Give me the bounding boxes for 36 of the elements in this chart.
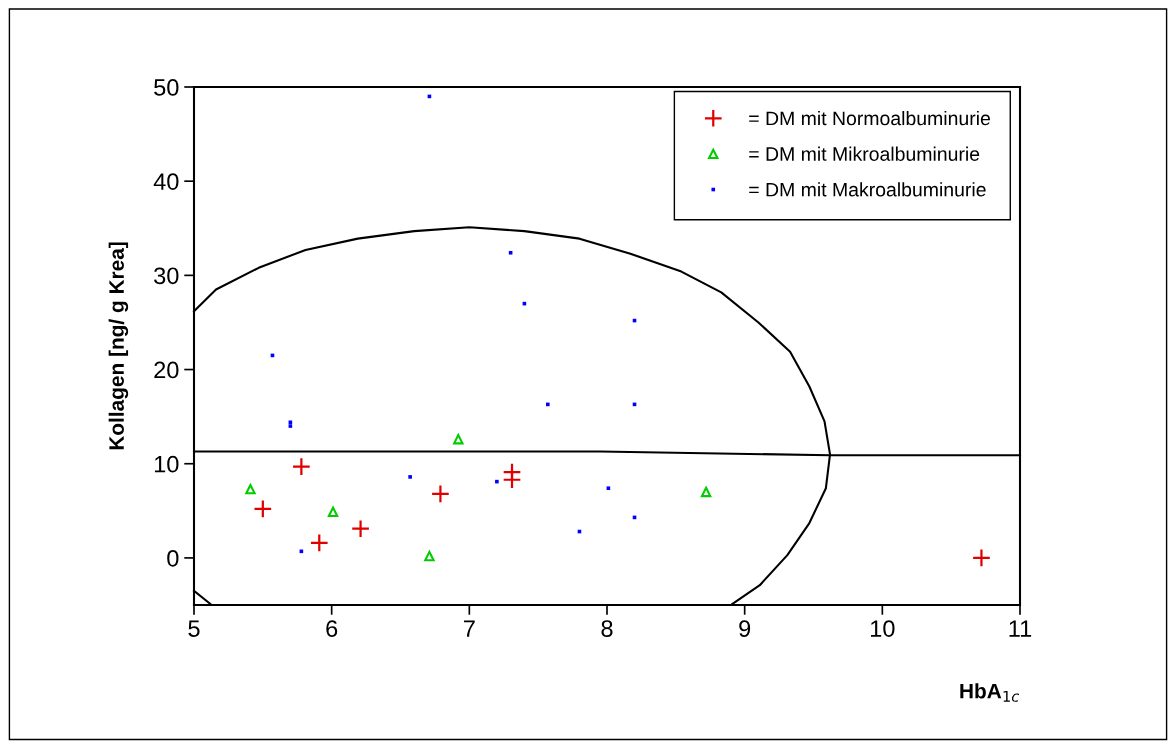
x-axis-title: HbA$_{1c}$ <box>960 683 1020 702</box>
legend-label: = DM mit Normoalbuminurie <box>749 110 990 126</box>
x-tick-label: 5 <box>188 620 200 637</box>
point <box>424 550 435 562</box>
x-tick-label: 6 <box>326 620 338 637</box>
y-tick-label: 10 <box>154 455 179 473</box>
x-tick-label: 10 <box>871 620 895 637</box>
x-tick-label: 8 <box>601 620 613 637</box>
y-tick-label: 50 <box>154 79 179 96</box>
point <box>700 486 712 498</box>
point <box>288 420 293 425</box>
y-tick-label: 40 <box>153 173 179 190</box>
point <box>288 424 293 428</box>
point <box>291 457 311 476</box>
point <box>430 484 450 504</box>
point <box>495 479 499 484</box>
point <box>351 519 371 539</box>
x-tick-label: 9 <box>739 620 751 637</box>
point <box>606 486 611 491</box>
point <box>508 250 513 255</box>
y-tick-label: 30 <box>154 267 179 285</box>
point <box>972 548 991 568</box>
point <box>253 499 273 519</box>
point <box>502 470 522 490</box>
y-axis-title: Kollagen [ng/ g Krea] <box>108 242 129 450</box>
x-tick-label: 11 <box>1009 620 1032 637</box>
legend-label: = DM mit Mikroalbuminurie <box>749 146 980 161</box>
point <box>408 475 412 479</box>
point <box>245 483 256 495</box>
point <box>546 402 550 407</box>
point <box>309 533 329 553</box>
y-tick-label: 0 <box>167 549 179 567</box>
y-tick-label: 20 <box>154 361 179 379</box>
point <box>327 506 339 517</box>
legend-label: = DM mit Makroalbuminurie <box>749 182 986 197</box>
x-tick-label: 7 <box>463 620 475 637</box>
